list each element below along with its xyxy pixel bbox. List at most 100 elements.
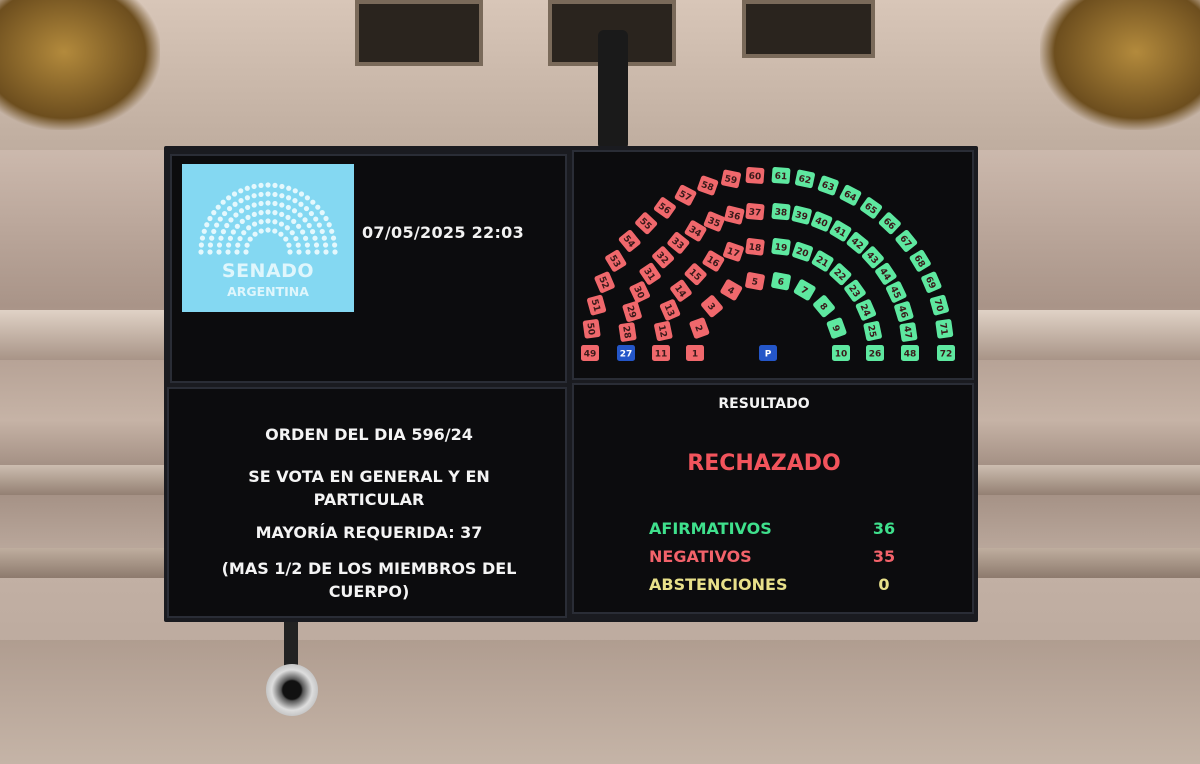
seat-50: 50 <box>582 319 601 339</box>
svg-text:1: 1 <box>692 350 698 360</box>
seat-27: 27 <box>617 345 635 361</box>
svg-text:48: 48 <box>904 350 917 360</box>
logo-dot <box>251 183 257 190</box>
wall-lower <box>0 640 1200 764</box>
seat-48: 48 <box>901 345 919 361</box>
logo-dot <box>303 205 310 212</box>
logo-dot <box>279 202 285 208</box>
logo-dot <box>323 249 329 255</box>
svg-text:39: 39 <box>794 210 809 223</box>
logo-dot <box>305 249 311 255</box>
logo-dot <box>207 242 214 248</box>
result-count-afirmativos: 36 <box>872 519 896 538</box>
logo-dot <box>286 242 292 248</box>
svg-text:46: 46 <box>896 305 909 320</box>
logo-dot <box>316 222 322 228</box>
seat-7: 7 <box>793 279 816 301</box>
logo-dot <box>258 219 264 225</box>
logo-dot <box>292 198 298 204</box>
seat-9: 9 <box>826 317 847 339</box>
svg-text:24: 24 <box>857 303 871 318</box>
seat-70: 70 <box>929 294 949 316</box>
svg-text:47: 47 <box>901 325 913 339</box>
logo-dot <box>216 249 222 255</box>
logo-dot <box>198 242 204 248</box>
seat-19: 19 <box>771 238 791 256</box>
seat-54: 54 <box>618 229 641 252</box>
logo-dot <box>220 229 227 235</box>
seat-63: 63 <box>817 175 839 196</box>
seat-11: 11 <box>652 345 670 361</box>
logo-dot <box>300 229 306 235</box>
logo-dot <box>291 218 297 224</box>
logo-dot <box>283 236 289 242</box>
logo-hemicycle-icon <box>198 182 338 255</box>
svg-text:58: 58 <box>700 180 715 194</box>
seat-60: 60 <box>745 167 765 184</box>
seat-21: 21 <box>811 250 834 272</box>
svg-text:P: P <box>765 350 772 360</box>
seat-23: 23 <box>844 279 866 302</box>
seat-34: 34 <box>684 220 707 242</box>
svg-text:36: 36 <box>727 210 742 223</box>
logo-dot <box>265 200 271 206</box>
logo-dot <box>220 199 226 205</box>
seat-65: 65 <box>860 197 883 219</box>
datetime: 07/05/2025 22:03 <box>362 223 525 242</box>
svg-text:52: 52 <box>596 275 610 290</box>
seat-52: 52 <box>594 271 615 293</box>
seat-17: 17 <box>723 241 744 262</box>
logo-dot <box>329 228 335 234</box>
seat-10: 10 <box>832 345 850 361</box>
logo-dot <box>308 210 315 217</box>
logo-dot <box>199 235 206 241</box>
logo-dot <box>258 210 264 216</box>
logo-subtitle: ARGENTINA <box>227 284 309 299</box>
seat-69: 69 <box>921 271 942 293</box>
logo-dot <box>225 249 231 255</box>
seat-30: 30 <box>629 281 651 303</box>
seat-15: 15 <box>684 263 707 286</box>
logo-dot <box>265 191 271 197</box>
seat-64: 64 <box>839 184 862 206</box>
svg-text:25: 25 <box>865 324 877 338</box>
logo-dot <box>251 221 258 227</box>
logo-dot <box>221 210 228 217</box>
seat-22: 22 <box>829 263 852 286</box>
logo-dot <box>330 235 337 241</box>
seat-47: 47 <box>899 322 918 342</box>
seat-58: 58 <box>697 175 719 196</box>
seat-56: 56 <box>653 197 676 219</box>
president-seat: P <box>759 345 777 361</box>
svg-text:5: 5 <box>751 277 759 288</box>
vote-type: SE VOTA EN GENERAL Y EN PARTICULAR <box>248 467 490 509</box>
logo-dot <box>215 204 221 210</box>
seat-45: 45 <box>885 281 907 303</box>
logo-dot <box>245 214 251 220</box>
logo-dot <box>258 182 264 188</box>
logo-dot <box>247 236 253 242</box>
svg-text:50: 50 <box>584 322 596 336</box>
logo-dot <box>312 235 318 241</box>
camera-mount <box>284 618 298 668</box>
logo-dot <box>265 227 271 233</box>
logo-dot <box>211 210 217 216</box>
majority-note: (MAS 1/2 DE LOS MIEMBROS DEL CUERPO) <box>221 559 517 601</box>
seat-31: 31 <box>639 262 661 285</box>
result-label-afirmativos: AFIRMATIVOS <box>649 519 772 538</box>
seat-6: 6 <box>771 272 791 291</box>
logo-dot <box>296 223 302 229</box>
logo-dot <box>245 204 251 211</box>
logo-dot <box>272 200 278 207</box>
security-camera-icon <box>266 664 318 716</box>
result-label-negativos: NEGATIVOS <box>649 547 752 566</box>
logo-dot <box>241 230 247 236</box>
logo-dot <box>218 235 224 241</box>
svg-text:6: 6 <box>777 277 785 288</box>
logo-dot <box>315 204 321 210</box>
seat-5: 5 <box>745 272 765 291</box>
logo-dot <box>265 182 271 188</box>
window-grille <box>355 0 483 66</box>
result-outcome: RECHAZADO <box>687 451 841 476</box>
